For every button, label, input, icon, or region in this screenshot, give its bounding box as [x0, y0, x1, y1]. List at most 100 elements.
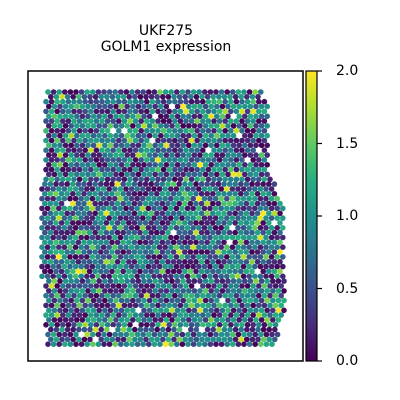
spot [250, 137, 256, 144]
spot [64, 210, 70, 217]
spot [106, 89, 113, 95]
spot [255, 322, 262, 328]
spot [72, 234, 79, 241]
spot [204, 336, 211, 343]
spot [65, 166, 72, 173]
spot [244, 326, 250, 333]
spot [247, 113, 254, 120]
spot [253, 307, 259, 314]
spot [202, 297, 209, 304]
spot [226, 181, 233, 187]
spot [112, 244, 118, 250]
spot [233, 98, 240, 105]
spot [162, 215, 168, 221]
spot [50, 89, 57, 95]
spot [193, 200, 199, 207]
spot [184, 186, 191, 192]
spot [123, 195, 129, 202]
spot [60, 292, 66, 299]
spot [45, 331, 51, 338]
spot [56, 215, 62, 221]
spot [110, 322, 116, 328]
spot [124, 317, 130, 323]
spot [113, 307, 119, 314]
spot [98, 210, 104, 217]
spot [216, 283, 223, 289]
spot [179, 341, 186, 348]
spot [168, 89, 174, 95]
spot [216, 166, 223, 173]
spot [95, 273, 101, 280]
spot [123, 331, 130, 338]
spot [242, 113, 248, 120]
spot [263, 273, 269, 280]
plot-frame [27, 70, 304, 362]
spot [230, 307, 237, 314]
spot [90, 307, 97, 314]
spot [131, 210, 138, 217]
spot [44, 205, 51, 212]
spot [99, 312, 105, 318]
spot [235, 331, 242, 338]
spot [78, 225, 84, 231]
spot [93, 176, 100, 183]
spot [151, 225, 157, 231]
spot [239, 137, 245, 144]
spot [224, 234, 230, 241]
spot [137, 239, 143, 246]
spot [229, 263, 236, 270]
spot [118, 317, 125, 323]
spot [140, 254, 146, 260]
spot [196, 89, 202, 95]
spot [177, 166, 184, 173]
spot [250, 108, 256, 115]
spot [78, 273, 84, 280]
spot [53, 268, 59, 275]
spot [242, 123, 248, 129]
spot [250, 302, 256, 309]
spot [172, 166, 178, 173]
spot [197, 297, 203, 304]
spot [103, 181, 110, 187]
spot [92, 259, 98, 265]
spot [141, 132, 147, 139]
spot [90, 278, 97, 284]
spot [176, 94, 183, 100]
spot [249, 249, 255, 255]
spot [42, 200, 48, 207]
spot [228, 128, 234, 134]
spot [118, 113, 125, 120]
spot [96, 113, 102, 120]
spot [205, 312, 212, 318]
spot [221, 191, 227, 197]
spot [168, 273, 174, 280]
spot [194, 312, 200, 318]
spot [54, 322, 60, 328]
spot [39, 254, 45, 260]
spot [98, 181, 104, 187]
spot [205, 137, 212, 144]
spot [116, 302, 122, 309]
spot [188, 322, 195, 328]
spot [160, 166, 167, 173]
spot [112, 215, 118, 221]
spot [78, 215, 84, 221]
spot [214, 288, 220, 294]
spot [60, 128, 66, 134]
spot [43, 118, 49, 124]
spot [159, 220, 166, 226]
spot [278, 292, 285, 299]
spot [185, 89, 191, 95]
spot [214, 307, 220, 314]
spot [174, 341, 180, 348]
spot [263, 195, 269, 202]
spot [228, 108, 234, 115]
spot [179, 215, 185, 221]
spot [228, 137, 234, 144]
spot [121, 312, 128, 318]
spot [74, 142, 80, 149]
spot [160, 302, 167, 309]
spot [225, 307, 231, 314]
spot [110, 166, 116, 173]
spot [86, 200, 93, 207]
